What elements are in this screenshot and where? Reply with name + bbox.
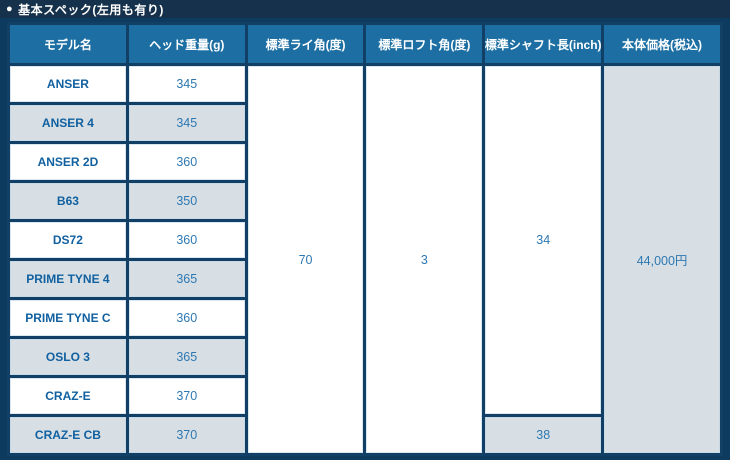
weight-cell: 370 — [128, 417, 245, 453]
column-header-shaft-length: 標準シャフト長(inch) — [485, 25, 602, 63]
model-cell: ANSER 4 — [10, 105, 126, 141]
weight-cell: 365 — [128, 261, 245, 297]
column-header-lie-angle: 標準ライ角(度) — [247, 25, 364, 63]
loft-angle-cell: 3 — [366, 66, 483, 453]
shaft-length-last-cell: 38 — [485, 417, 602, 453]
column-price: 本体価格(税込) 44,000円 — [604, 25, 720, 453]
model-cell: CRAZ-E CB — [10, 417, 126, 453]
column-header-price: 本体価格(税込) — [604, 25, 720, 63]
shaft-length-main-cell: 34 — [485, 66, 602, 414]
column-loft-angle: 標準ロフト角(度) 3 — [366, 25, 483, 453]
model-cell: OSLO 3 — [10, 339, 126, 375]
model-cell: ANSER 2D — [10, 144, 126, 180]
bullet-icon: ● — [6, 3, 14, 15]
section-title-bar: ● 基本スペック(左用も有り) — [0, 0, 730, 18]
model-cell: B63 — [10, 183, 126, 219]
weight-cell: 350 — [128, 183, 245, 219]
spec-table: モデル名 ANSER ANSER 4 ANSER 2D B63 DS72 PRI… — [7, 22, 723, 456]
lie-angle-cell: 70 — [247, 66, 364, 453]
column-shaft-length: 標準シャフト長(inch) 34 38 — [485, 25, 602, 453]
weight-cell: 360 — [128, 300, 245, 336]
model-cell: CRAZ-E — [10, 378, 126, 414]
price-cell: 44,000円 — [604, 66, 720, 453]
model-cell: PRIME TYNE 4 — [10, 261, 126, 297]
weight-cell: 345 — [128, 66, 245, 102]
weight-cell: 345 — [128, 105, 245, 141]
weight-cell: 365 — [128, 339, 245, 375]
weight-cell: 370 — [128, 378, 245, 414]
column-lie-angle: 標準ライ角(度) 70 — [247, 25, 364, 453]
column-header-head-weight: ヘッド重量(g) — [128, 25, 245, 63]
column-header-model: モデル名 — [10, 25, 126, 63]
model-cell: PRIME TYNE C — [10, 300, 126, 336]
weight-cell: 360 — [128, 144, 245, 180]
column-model: モデル名 ANSER ANSER 4 ANSER 2D B63 DS72 PRI… — [10, 25, 126, 453]
weight-cell: 360 — [128, 222, 245, 258]
model-cell: DS72 — [10, 222, 126, 258]
section-title: 基本スペック(左用も有り) — [18, 2, 164, 17]
column-header-loft-angle: 標準ロフト角(度) — [366, 25, 483, 63]
model-cell: ANSER — [10, 66, 126, 102]
column-head-weight: ヘッド重量(g) 345 345 360 350 360 365 360 365… — [128, 25, 245, 453]
